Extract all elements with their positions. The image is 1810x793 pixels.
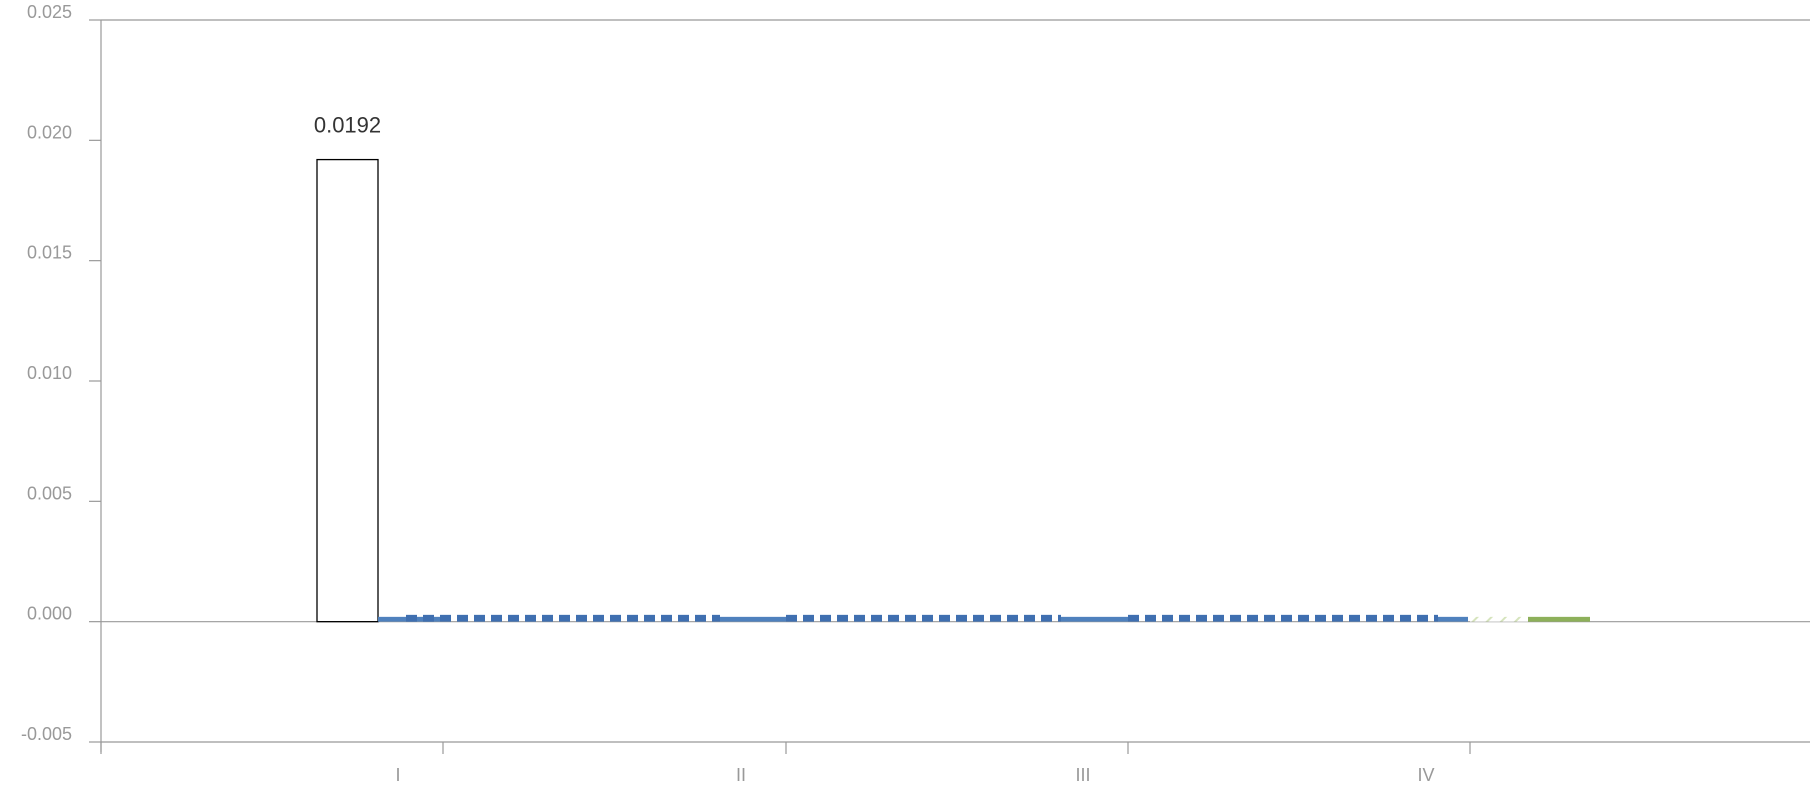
bar-dash-segment [973,614,984,622]
bar-dash-segment [1024,614,1035,622]
bar-dash-segment [956,614,967,622]
y-tick-label: 0.020 [27,122,72,142]
bar-dash-segment [820,614,831,622]
x-tick-label: I [395,765,400,785]
bars-layer [316,158,1590,623]
bar-dash-segment [678,614,689,622]
bar-dash-segment [837,614,848,622]
bar-dash-segment [1349,614,1360,622]
bar-dash-segment [491,614,502,622]
bar-dash-segment [854,614,865,622]
bar-dash-segment [423,614,434,622]
bar-dash-segment [508,614,519,622]
data-label: 0.0192 [314,113,381,138]
y-tick-label: 0.025 [27,2,72,22]
bar-dashed-blue [786,614,1061,622]
bar-outline [316,158,379,623]
bar-dash-segment [1179,614,1190,622]
bar-dash-segment [457,614,468,622]
bar-dash-segment [1058,614,1061,622]
bar-dash-segment [1230,614,1241,622]
x-tick-label: II [736,765,746,785]
bar-solid-green [1528,616,1590,622]
bar-dashed-blue [1128,614,1438,622]
bar-dash-segment [1434,614,1438,622]
y-tick-label: 0.015 [27,243,72,263]
bar-dash-segment [593,614,604,622]
bar-dash-segment [542,614,553,622]
bar-solid-blue [1061,616,1128,622]
bar-hatched-green [1470,616,1528,622]
bar-dash-segment [1281,614,1292,622]
y-tick-label: 0.000 [27,604,72,624]
bar-dash-segment [1128,614,1139,622]
bar-dash-segment [1007,614,1018,622]
bar-dash-segment [440,614,451,622]
bar-dash-segment [661,614,672,622]
bar-solid-blue [720,616,786,622]
bar-dash-segment [695,614,706,622]
y-tick-label: -0.005 [21,724,72,744]
bar-dash-segment [559,614,570,622]
bar-dash-segment [1145,614,1156,622]
bar-dash-segment [1041,614,1052,622]
bar-dash-segment [610,614,621,622]
bar-dash-segment [905,614,916,622]
bar-dash-segment [627,614,638,622]
bar-dash-segment [1383,614,1394,622]
bar-dash-segment [803,614,814,622]
bar-dash-segment [1247,614,1258,622]
bar-dash-segment [644,614,655,622]
bar-dash-segment [871,614,882,622]
bar-solid-blue [1438,616,1468,622]
bar-dash-segment [939,614,950,622]
bar-dash-segment [474,614,485,622]
bar-dash-segment [406,614,417,622]
y-tick-label: 0.005 [27,483,72,503]
bar-dash-segment [1298,614,1309,622]
bar-dash-segment [1366,614,1377,622]
bar-dash-segment [888,614,899,622]
bar-dash-segment [922,614,933,622]
bar-dash-segment [1162,614,1173,622]
bar-dash-segment [1332,614,1343,622]
bar-dash-segment [1213,614,1224,622]
bar-dash-segment [1196,614,1207,622]
bar-dash-segment [1417,614,1428,622]
y-tick-label: 0.010 [27,363,72,383]
x-tick-label: IV [1417,765,1434,785]
bar-dash-segment [990,614,1001,622]
bar-dash-segment [786,614,797,622]
x-tick-label: III [1075,765,1090,785]
bar-dash-segment [576,614,587,622]
bar-dash-segment [1264,614,1275,622]
labels-layer: 0.0192 [314,113,381,138]
bar-dash-segment [712,614,720,622]
bar-dash-segment [525,614,536,622]
bar-dash-segment [1315,614,1326,622]
bar-dash-segment [1400,614,1411,622]
bar-dashed-blue [406,614,720,622]
